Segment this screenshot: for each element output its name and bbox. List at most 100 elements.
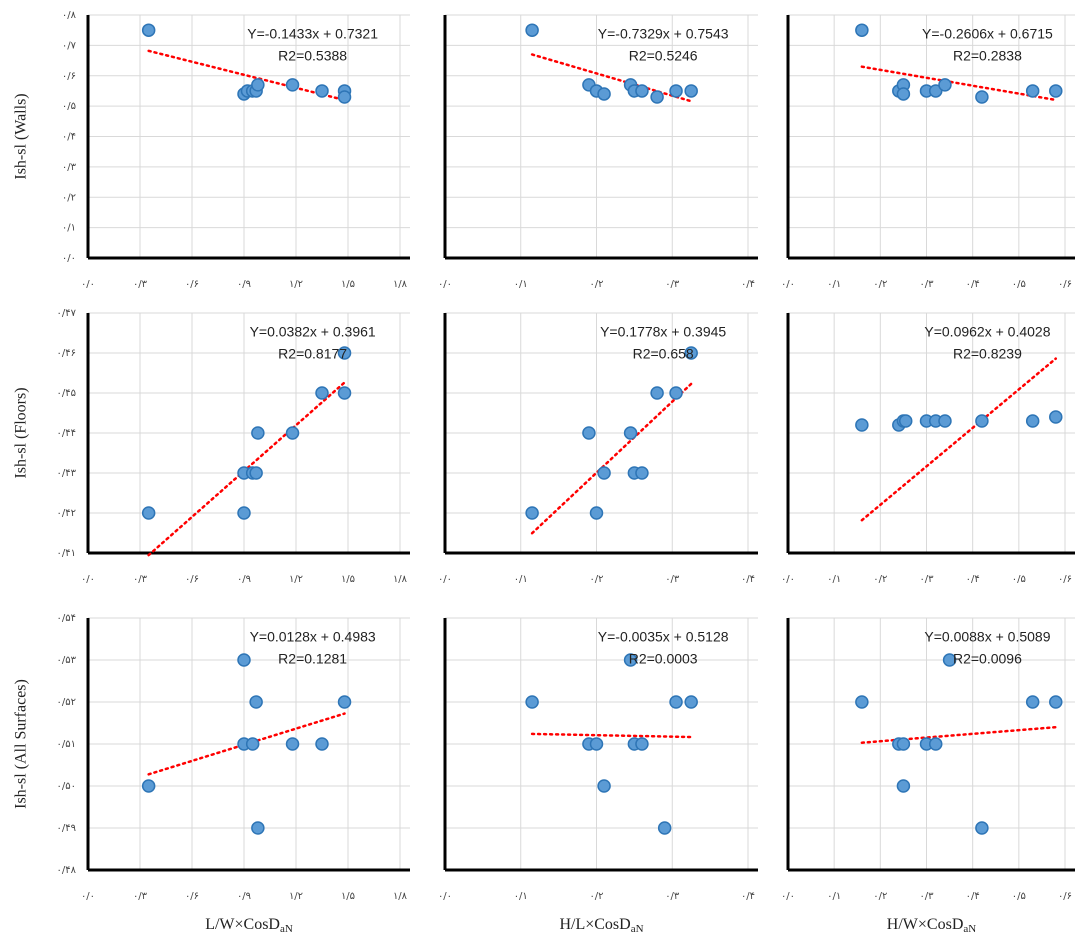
data-point — [670, 85, 682, 97]
y-tick-label: ۰/۶ — [62, 71, 76, 82]
data-point — [339, 696, 351, 708]
x-axis-title-subscript: aN — [963, 923, 976, 935]
scatter-panel: ۰/۰۰/۱۰/۲۰/۳۰/۴۰/۵۰/۶Y=0.0088x + 0.5089R… — [781, 618, 1075, 935]
x-tick-label: ۱/۸ — [393, 279, 408, 290]
scatter-panel: ۰/۴۸۰/۴۹۰/۵۰۰/۵۱۰/۵۲۰/۵۳۰/۵۴۰/۰۰/۳۰/۶۰/۹… — [13, 613, 410, 935]
x-tick-label: ۱/۸ — [393, 574, 408, 585]
data-point — [670, 696, 682, 708]
x-tick-label: ۰/۲ — [589, 891, 603, 902]
x-tick-label: ۰/۳ — [665, 574, 680, 585]
x-tick-label: ۱/۲ — [289, 574, 303, 585]
equation: Y=0.0088x + 0.5089 — [924, 629, 1050, 645]
r-squared: R2=0.8177 — [278, 346, 347, 362]
y-axis-title: Ish-sl (Floors) — [13, 387, 30, 478]
data-point — [287, 79, 299, 91]
y-tick-label: ۰/۴ — [62, 132, 76, 143]
x-tick-label: ۰/۳ — [133, 574, 148, 585]
data-point — [659, 822, 671, 834]
x-tick-label: ۱/۵ — [341, 574, 355, 585]
data-point — [247, 738, 259, 750]
x-tick-label: ۰/۱ — [827, 891, 841, 902]
data-point — [651, 387, 663, 399]
data-point — [976, 415, 988, 427]
data-point — [252, 822, 264, 834]
data-point — [598, 780, 610, 792]
x-axis-title-main: H/W×CosD — [887, 916, 964, 933]
scatter-panel: ۰/۰۰/۱۰/۲۰/۳۰/۴Y=-0.7329x + 0.7543R2=0.5… — [438, 15, 758, 290]
x-tick-label: ۰/۲ — [873, 574, 887, 585]
y-tick-label: ۰/۸ — [62, 10, 77, 21]
x-tick-label: ۰/۱ — [514, 574, 528, 585]
scatter-panel: ۰/۰۰/۱۰/۲۰/۳۰/۴۰/۵۰/۶Y=0.0962x + 0.4028R… — [781, 313, 1075, 585]
r-squared: R2=0.8239 — [953, 346, 1022, 362]
x-tick-label: ۰/۵ — [1012, 574, 1026, 585]
x-tick-label: ۰/۱ — [827, 574, 841, 585]
x-tick-label: ۰/۶ — [1058, 891, 1072, 902]
data-point — [636, 738, 648, 750]
x-tick-label: ۰/۳ — [919, 574, 934, 585]
x-tick-label: ۰/۵ — [1012, 279, 1026, 290]
y-tick-label: ۰/۰ — [62, 253, 76, 264]
x-tick-label: ۰/۳ — [133, 891, 148, 902]
data-point — [316, 738, 328, 750]
x-tick-label: ۰/۳ — [665, 279, 680, 290]
x-tick-label: ۰/۰ — [781, 574, 795, 585]
data-point — [900, 415, 912, 427]
data-point — [856, 419, 868, 431]
x-tick-label: ۱/۵ — [341, 279, 355, 290]
data-point — [930, 738, 942, 750]
data-point — [685, 85, 697, 97]
r-squared: R2=0.2838 — [953, 48, 1022, 64]
data-point — [526, 24, 538, 36]
y-tick-label: ۰/۵۲ — [57, 697, 76, 708]
equation: Y=0.0128x + 0.4983 — [250, 629, 376, 645]
r-squared: R2=0.5388 — [278, 48, 347, 64]
trendline — [862, 67, 1056, 100]
trendline — [532, 384, 691, 533]
data-point — [339, 91, 351, 103]
x-tick-label: ۰/۶ — [1058, 574, 1072, 585]
y-tick-label: ۰/۴۳ — [57, 468, 77, 479]
data-point — [238, 654, 250, 666]
scatter-panel: ۰/۰۰/۱۰/۲۰/۳۰/۴Y=-0.0035x + 0.5128R2=0.0… — [438, 618, 758, 935]
page: {"chart_data": [ {"type": "scatter", "y_… — [0, 0, 1078, 940]
equation: Y=0.0962x + 0.4028 — [924, 324, 1050, 340]
data-point — [856, 24, 868, 36]
data-point — [939, 415, 951, 427]
y-tick-label: ۰/۵ — [62, 101, 76, 112]
data-point — [1027, 415, 1039, 427]
x-tick-label: ۰/۴ — [741, 891, 755, 902]
data-point — [636, 467, 648, 479]
data-point — [591, 507, 603, 519]
data-point — [583, 427, 595, 439]
data-point — [670, 387, 682, 399]
data-point — [252, 79, 264, 91]
data-point — [1027, 85, 1039, 97]
x-tick-label: ۰/۶ — [185, 891, 199, 902]
data-point — [976, 91, 988, 103]
data-point — [316, 85, 328, 97]
x-tick-label: ۰/۳ — [133, 279, 148, 290]
r-squared: R2=0.5246 — [629, 48, 698, 64]
r-squared: R2=0.1281 — [278, 651, 347, 667]
x-axis-title-subscript: aN — [280, 923, 293, 935]
x-tick-label: ۰/۳ — [665, 891, 680, 902]
data-point — [250, 696, 262, 708]
data-point — [598, 88, 610, 100]
y-tick-label: ۰/۴۱ — [57, 548, 76, 559]
x-tick-label: ۱/۲ — [289, 279, 303, 290]
x-tick-label: ۰/۰ — [81, 574, 95, 585]
x-tick-label: ۱/۸ — [393, 891, 408, 902]
x-tick-label: ۰/۰ — [81, 279, 95, 290]
equation: Y=0.1778x + 0.3945 — [600, 324, 726, 340]
x-axis-title-main: L/W×CosD — [205, 916, 280, 933]
x-tick-label: ۰/۹ — [237, 574, 251, 585]
y-axis-title: Ish-sl (Walls) — [13, 93, 30, 179]
x-tick-label: ۰/۱ — [827, 279, 841, 290]
x-axis-title: L/W×CosDaN — [205, 916, 293, 935]
x-tick-label: ۰/۴ — [966, 891, 980, 902]
x-tick-label: ۰/۴ — [741, 279, 755, 290]
y-tick-label: ۰/۴۲ — [57, 508, 76, 519]
